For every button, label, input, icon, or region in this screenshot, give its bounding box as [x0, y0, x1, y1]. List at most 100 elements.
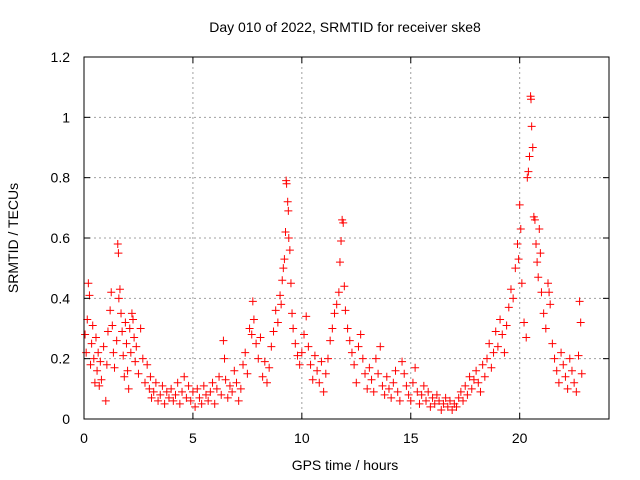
data-point — [493, 342, 502, 351]
data-point — [126, 348, 135, 357]
data-point — [326, 336, 335, 345]
data-point — [160, 399, 169, 408]
data-point — [356, 330, 365, 339]
data-point — [99, 342, 108, 351]
data-point — [461, 381, 470, 390]
data-point — [404, 390, 413, 399]
data-point — [254, 354, 263, 363]
data-point — [201, 390, 210, 399]
data-point — [554, 378, 563, 387]
data-point — [191, 402, 200, 411]
data-point — [574, 351, 583, 360]
data-point — [143, 360, 152, 369]
data-point — [374, 369, 383, 378]
data-point — [215, 372, 224, 381]
data-point — [365, 363, 374, 372]
data-point — [188, 387, 197, 396]
data-point — [249, 315, 258, 324]
data-point — [328, 324, 337, 333]
data-point — [112, 336, 121, 345]
data-point — [363, 384, 372, 393]
data-point — [343, 324, 352, 333]
data-point — [306, 360, 315, 369]
data-point — [286, 279, 295, 288]
data-point — [119, 351, 128, 360]
data-point — [132, 342, 141, 351]
data-point — [232, 378, 241, 387]
data-point — [103, 327, 112, 336]
y-tick-label: 0 — [62, 411, 70, 427]
data-point — [156, 390, 165, 399]
data-point — [382, 372, 391, 381]
data-point — [371, 354, 380, 363]
data-point — [340, 282, 349, 291]
data-point — [498, 330, 507, 339]
data-point — [500, 348, 509, 357]
data-point — [424, 387, 433, 396]
x-tick-label: 15 — [403, 430, 419, 446]
data-point — [210, 399, 219, 408]
data-point — [258, 372, 267, 381]
data-point — [426, 402, 435, 411]
data-point — [109, 348, 118, 357]
data-point — [509, 294, 518, 303]
data-point — [548, 339, 557, 348]
data-point — [140, 378, 149, 387]
data-point — [280, 255, 289, 264]
data-point — [180, 372, 189, 381]
data-point — [417, 390, 426, 399]
data-point — [267, 342, 276, 351]
data-point — [315, 378, 324, 387]
data-point — [567, 366, 576, 375]
data-point — [415, 399, 424, 408]
data-point — [339, 218, 348, 227]
data-point — [376, 342, 385, 351]
data-point — [535, 224, 544, 233]
data-point — [175, 399, 184, 408]
data-point — [504, 303, 513, 312]
data-point — [113, 240, 122, 249]
data-point — [419, 381, 428, 390]
data-point — [487, 363, 496, 372]
data-point — [281, 227, 290, 236]
data-point — [206, 387, 215, 396]
y-tick-label: 0.2 — [51, 351, 71, 367]
data-point — [131, 357, 140, 366]
data-point — [81, 330, 90, 339]
data-point — [220, 354, 229, 363]
data-point — [225, 381, 234, 390]
data-point — [271, 306, 280, 315]
data-point — [252, 339, 261, 348]
data-point — [389, 378, 398, 387]
data-point — [527, 95, 536, 104]
data-point — [524, 167, 533, 176]
data-point — [502, 321, 511, 330]
data-point — [516, 224, 525, 233]
data-point — [533, 258, 542, 267]
data-point — [241, 348, 250, 357]
data-point — [402, 381, 411, 390]
data-point — [413, 387, 422, 396]
data-point — [539, 309, 548, 318]
data-point — [474, 378, 483, 387]
data-point — [217, 390, 226, 399]
data-point — [145, 384, 154, 393]
data-point — [95, 381, 104, 390]
data-point — [391, 366, 400, 375]
data-point — [295, 360, 304, 369]
data-point — [432, 390, 441, 399]
data-point — [334, 288, 343, 297]
data-point — [430, 399, 439, 408]
data-point — [308, 375, 317, 384]
data-point — [489, 348, 498, 357]
data-point — [361, 369, 370, 378]
data-point — [408, 378, 417, 387]
data-point — [115, 285, 124, 294]
data-point — [134, 369, 143, 378]
data-point — [335, 258, 344, 267]
data-point — [291, 339, 300, 348]
data-point — [411, 363, 420, 372]
data-point — [454, 393, 463, 402]
data-point — [151, 378, 160, 387]
data-point — [525, 152, 534, 161]
